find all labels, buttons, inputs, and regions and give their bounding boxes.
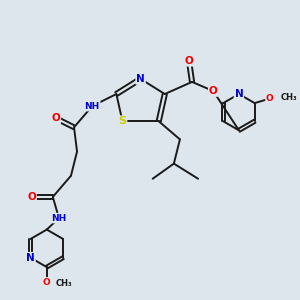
- Text: N: N: [136, 74, 145, 84]
- Text: O: O: [184, 56, 194, 66]
- Text: NH: NH: [51, 214, 67, 223]
- Text: O: O: [43, 278, 51, 287]
- Text: O: O: [266, 94, 274, 103]
- Text: O: O: [27, 192, 36, 202]
- Text: S: S: [118, 116, 126, 126]
- Text: NH: NH: [85, 102, 100, 111]
- Text: CH₃: CH₃: [280, 92, 297, 101]
- Text: CH₃: CH₃: [56, 279, 73, 288]
- Text: N: N: [235, 89, 243, 99]
- Text: O: O: [52, 113, 60, 123]
- Text: N: N: [26, 253, 35, 263]
- Text: O: O: [209, 86, 218, 96]
